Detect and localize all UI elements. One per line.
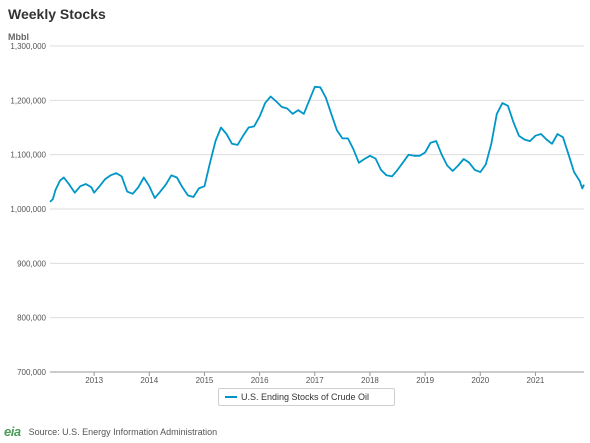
legend[interactable]: U.S. Ending Stocks of Crude Oil [218,388,395,406]
grid-lines [50,45,584,373]
x-tick-label: 2014 [140,376,158,385]
x-tick-label: 2013 [85,376,103,385]
eia-logo: eia [4,424,21,439]
chart-title: Weekly Stocks [8,6,106,22]
series-line-crude-oil-stocks[interactable] [49,85,585,203]
x-tick-label: 2021 [527,376,545,385]
y-axis-ticks: 700,000 800,000 900,000 1,000,000 1,100,000 1… [10,42,46,377]
source-note: Source: U.S. Energy Information Administ… [28,426,218,437]
y-tick-label: 1,100,000 [10,151,46,160]
legend-label: U.S. Ending Stocks of Crude Oil [241,392,370,402]
line-chart: 700,000 800,000 900,000 1,000,000 1,100,000 1… [10,42,585,385]
footer: eia Source: U.S. Energy Information Admi… [4,424,217,439]
x-tick-label: 2019 [416,376,434,385]
x-axis-ticks: 2013 2014 2015 2016 2017 2018 2019 2020 2021 [85,372,545,385]
y-tick-label: 700,000 [17,368,46,377]
x-tick-label: 2016 [251,376,269,385]
y-tick-label: 1,000,000 [10,205,46,214]
y-axis-unit-label: Mbbl [8,32,29,42]
x-tick-label: 2017 [306,376,324,385]
legend-swatch [225,396,237,398]
x-tick-label: 2020 [471,376,489,385]
y-tick-label: 900,000 [17,259,46,268]
x-tick-label: 2018 [361,376,379,385]
y-tick-label: 1,300,000 [10,42,46,51]
x-tick-label: 2015 [196,376,214,385]
y-tick-label: 800,000 [17,314,46,323]
y-tick-label: 1,200,000 [10,96,46,105]
series-layer [49,85,585,203]
